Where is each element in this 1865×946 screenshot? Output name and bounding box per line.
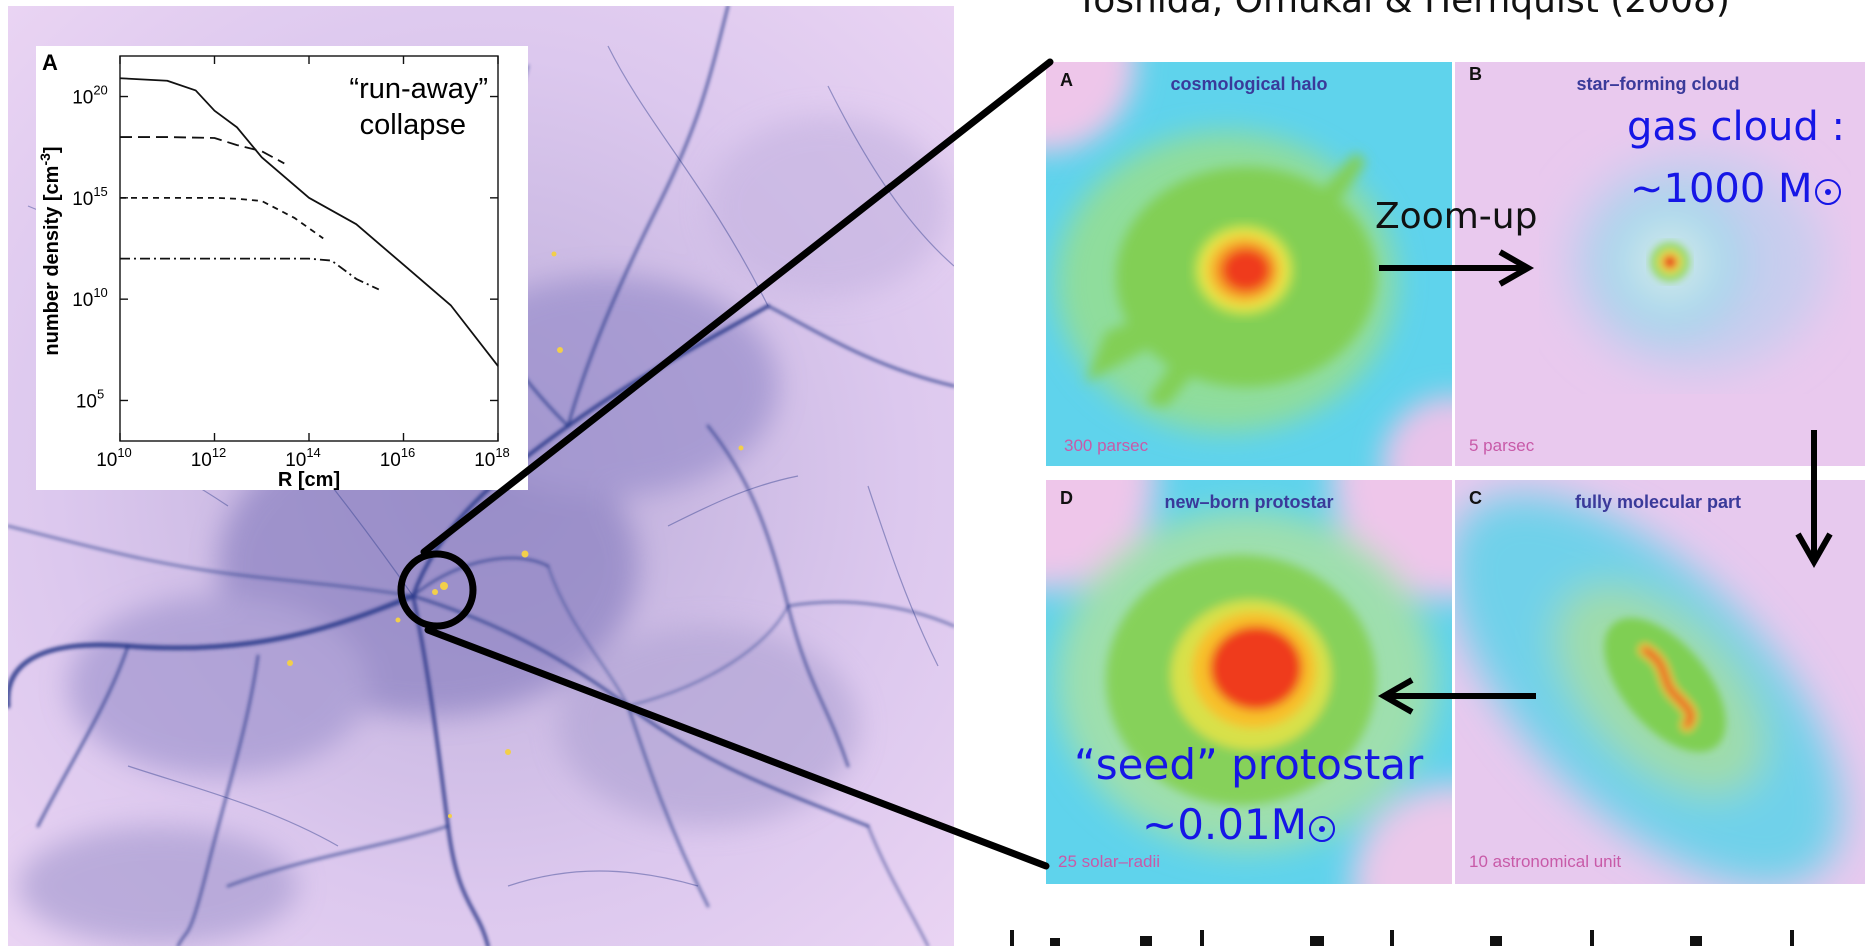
y-tick-label: 105 bbox=[76, 386, 104, 412]
panel-c-title: fully molecular part bbox=[1574, 492, 1742, 512]
x-tick-label: 1012 bbox=[191, 445, 227, 471]
panel-a-scale: 300 parsec bbox=[1064, 436, 1149, 455]
gas-cloud-mass: ∼1000 M bbox=[1630, 166, 1841, 212]
callout-line-top bbox=[420, 58, 1054, 556]
density-series-solid bbox=[119, 77, 499, 367]
panel-d-scale: 25 solar–radii bbox=[1058, 852, 1161, 871]
panel-b-title: star–forming cloud bbox=[1576, 74, 1740, 94]
y-tick-label: 1010 bbox=[72, 285, 108, 311]
solar-symbol-icon bbox=[1814, 179, 1841, 205]
panel-a-title: cosmological halo bbox=[1170, 74, 1328, 94]
seed-protostar-mass: ~0.01M bbox=[1142, 800, 1335, 849]
plot-annotation-line2: collapse bbox=[360, 109, 466, 141]
panel-new-born-protostar: D new–born protostar 25 solar–radii bbox=[1046, 480, 1452, 884]
x-tick-label: 1016 bbox=[380, 445, 416, 471]
y-tick-label: 1020 bbox=[72, 83, 108, 109]
gas-cloud-mass-text: ∼1000 M bbox=[1630, 166, 1813, 212]
zoom-up-label: Zoom-up bbox=[1375, 196, 1538, 237]
density-profile-plot: 1010 1012 1014 1016 1018 1020 1015 1010 105 A “… bbox=[36, 46, 528, 490]
panel-d-letter: D bbox=[1060, 488, 1073, 508]
plot-y-axis-label: number density [cm-3] bbox=[37, 146, 63, 355]
x-tick-label: 1010 bbox=[96, 445, 132, 471]
panel-d-title: new–born protostar bbox=[1164, 492, 1334, 512]
density-series-long-dash bbox=[120, 136, 285, 165]
plot-x-axis-label: R [cm] bbox=[278, 469, 340, 490]
arrow-a-to-b-head bbox=[1498, 249, 1535, 287]
density-series-dash-dot bbox=[120, 257, 380, 291]
gas-cloud-label: gas cloud : bbox=[1627, 104, 1845, 150]
y-tick-label: 1015 bbox=[72, 184, 108, 210]
panel-a-letter: A bbox=[1060, 70, 1073, 90]
panel-c-letter: C bbox=[1469, 488, 1482, 508]
zoom-circle bbox=[397, 550, 477, 630]
panel-c-scale: 10 astronomical unit bbox=[1469, 852, 1622, 871]
plot-annotation-line1: “run-away” bbox=[349, 73, 488, 105]
seed-protostar-label: “seed” protostar bbox=[1074, 740, 1424, 789]
callout-line-bottom bbox=[424, 626, 1050, 870]
panel-b-letter: B bbox=[1469, 64, 1482, 84]
panel-fully-molecular-part: C fully molecular part 10 astronomical u… bbox=[1455, 480, 1865, 884]
plot-panel-letter: A bbox=[42, 50, 58, 75]
density-series-short-dash bbox=[120, 196, 324, 240]
arrow-c-to-d-head bbox=[1377, 677, 1414, 715]
seed-protostar-mass-text: ~0.01M bbox=[1142, 800, 1307, 849]
x-tick-label: 1014 bbox=[285, 445, 321, 471]
bottom-cutoff-text bbox=[990, 928, 1865, 946]
citation-text: Yoshida, Omukai & Hernquist (2008) bbox=[1076, 0, 1730, 21]
density-profile-svg: 1010 1012 1014 1016 1018 1020 1015 1010 105 A “… bbox=[37, 50, 510, 490]
x-tick-label: 1018 bbox=[474, 445, 510, 471]
solar-symbol-icon bbox=[1308, 816, 1335, 842]
panel-cosmological-halo: A cosmological halo 300 parsec bbox=[1046, 62, 1452, 466]
arrow-b-to-c-head bbox=[1795, 532, 1833, 569]
panel-b-scale: 5 parsec bbox=[1469, 436, 1535, 455]
